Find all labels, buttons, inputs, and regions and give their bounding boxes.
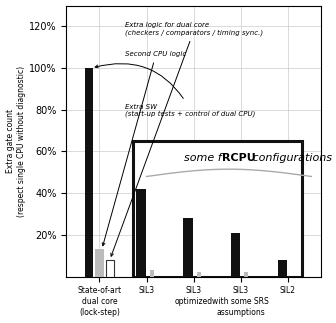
- Bar: [133, 141, 302, 276]
- Y-axis label: Extra gate count
(respect single CPU without diagnostic): Extra gate count (respect single CPU wit…: [6, 66, 26, 217]
- Bar: [278, 260, 287, 276]
- Bar: [230, 233, 240, 276]
- Bar: [136, 189, 146, 276]
- Bar: [244, 272, 248, 276]
- Bar: [95, 249, 104, 276]
- Bar: [183, 218, 193, 276]
- Bar: [85, 68, 93, 276]
- Text: some f: some f: [184, 153, 222, 163]
- Bar: [150, 270, 154, 276]
- Bar: [244, 272, 248, 276]
- Bar: [106, 260, 114, 276]
- Bar: [183, 218, 193, 276]
- Bar: [230, 233, 240, 276]
- Text: RCPU: RCPU: [222, 153, 256, 163]
- Text: Second CPU logic: Second CPU logic: [102, 51, 186, 246]
- Text: configurations: configurations: [249, 153, 332, 163]
- Bar: [136, 189, 146, 276]
- Bar: [197, 272, 201, 276]
- Bar: [197, 272, 201, 276]
- Bar: [278, 260, 287, 276]
- Text: Extra logic for dual core
(checkers / comparators / timing sync.): Extra logic for dual core (checkers / co…: [111, 22, 263, 256]
- Bar: [150, 270, 154, 276]
- Text: Extra SW
(start-up tests + control of dual CPU): Extra SW (start-up tests + control of du…: [95, 64, 256, 117]
